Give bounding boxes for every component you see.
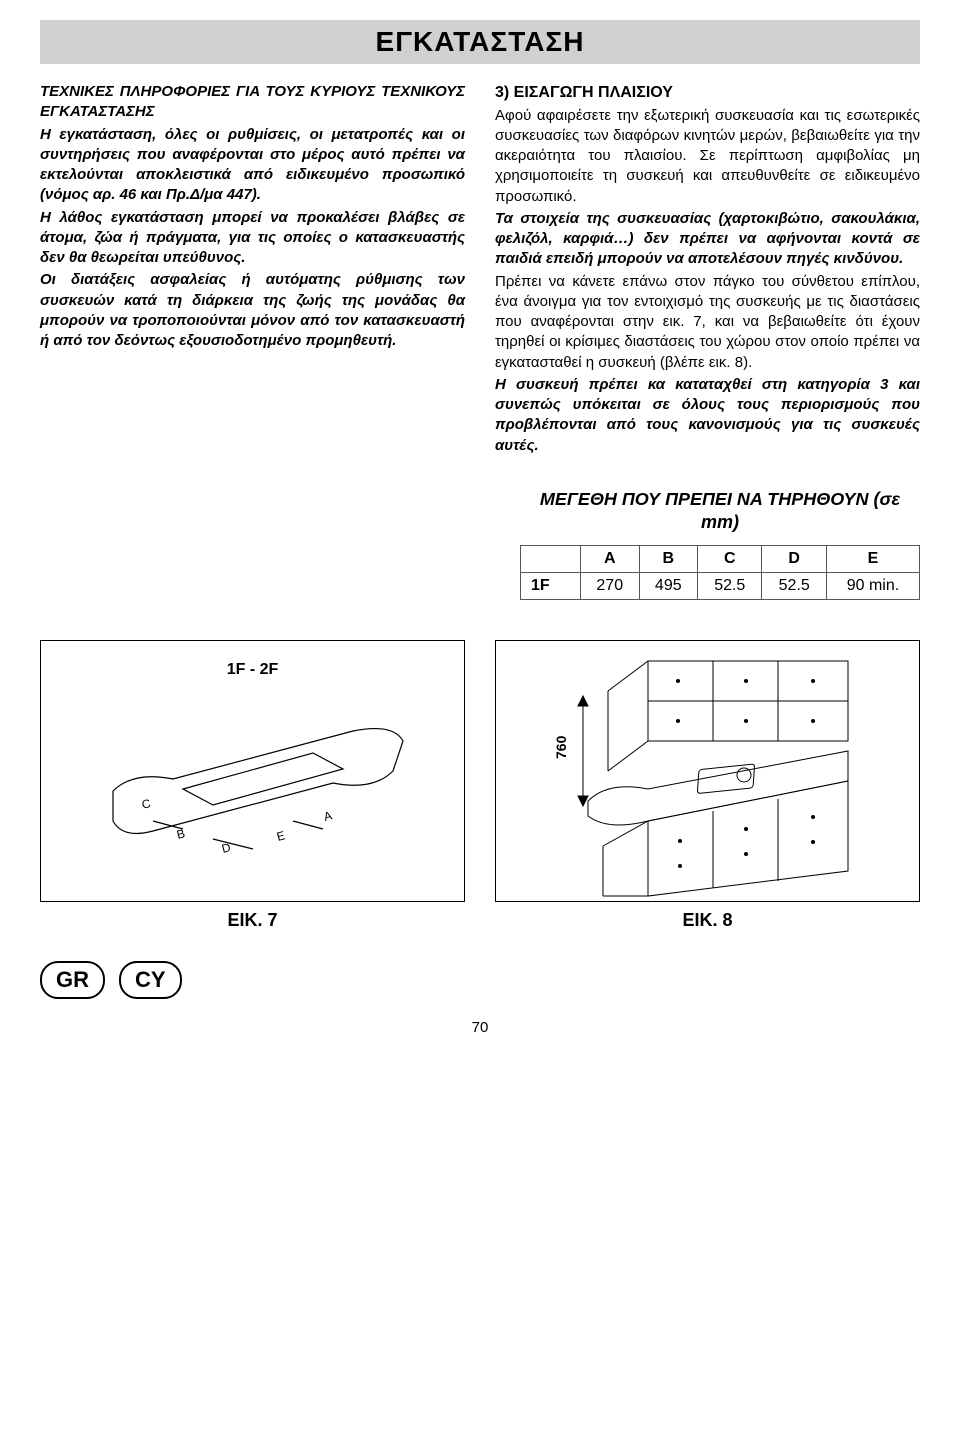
figure-8-wrap: 760 EIK. 8: [495, 640, 920, 931]
right-p1: Αφού αφαιρέσετε την εξωτερική συσκευασία…: [495, 106, 920, 207]
figure-8-caption: EIK. 8: [495, 910, 920, 931]
dim-b: B: [175, 826, 186, 842]
figure-7-wrap: 1F - 2F C B D E A EIK. 7: [40, 640, 465, 931]
left-heading: ΤΕΧΝΙΚΕΣ ΠΛΗΡΟΦΟΡΙΕΣ ΓΙΑ ΤΟΥΣ ΚΥΡΙΟΥΣ ΤΕ…: [40, 82, 465, 123]
cell-a: 270: [581, 572, 640, 599]
th-b: B: [639, 545, 698, 572]
left-p2: Η λάθος εγκατάσταση μπορεί να προκαλέσει…: [40, 208, 465, 269]
th-d: D: [762, 545, 826, 572]
dim-a: A: [322, 808, 333, 824]
text-columns: ΤΕΧΝΙΚΕΣ ΠΛΗΡΟΦΟΡΙΕΣ ΓΙΑ ΤΟΥΣ ΚΥΡΙΟΥΣ ΤΕ…: [40, 82, 920, 458]
table-title: ΜΕΓΕΘΗ ΠΟΥ ΠΡΕΠΕΙ ΝΑ ΤΗΡΗΘΟΥΝ (σε mm): [520, 488, 920, 535]
cell-c: 52.5: [698, 572, 762, 599]
table-header-row: A B C D E: [521, 545, 920, 572]
th-c: C: [698, 545, 762, 572]
figure-7-box: 1F - 2F C B D E A: [40, 640, 465, 902]
dimensions-block: ΜΕΓΕΘΗ ΠΟΥ ΠΡΕΠΕΙ ΝΑ ΤΗΡΗΘΟΥΝ (σε mm) A …: [520, 488, 920, 600]
badge-cy: CY: [119, 961, 182, 999]
dim-c: C: [140, 796, 152, 812]
right-p4: Η συσκευή πρέπει κα καταταχθεί στη κατηγ…: [495, 375, 920, 456]
th-a: A: [581, 545, 640, 572]
dim-d: D: [220, 840, 232, 856]
figure-7-caption: EIK. 7: [40, 910, 465, 931]
left-p3: Οι διατάξεις ασφαλείας ή αυτόματης ρύθμι…: [40, 270, 465, 351]
height-label: 760: [553, 735, 569, 759]
page-number: 70: [40, 1019, 920, 1036]
figure-8-box: 760: [495, 640, 920, 902]
figures-row: 1F - 2F C B D E A EIK. 7: [40, 640, 920, 931]
right-heading: 3) ΕΙΣΑΓΩΓΗ ΠΛΑΙΣΙΟΥ: [495, 82, 920, 104]
table-corner: [521, 545, 581, 572]
row-label: 1F: [521, 572, 581, 599]
cell-e: 90 min.: [826, 572, 919, 599]
right-column: 3) ΕΙΣΑΓΩΓΗ ΠΛΑΙΣΙΟΥ Αφού αφαιρέσετε την…: [495, 82, 920, 458]
figure-7-label: 1F - 2F: [227, 661, 279, 679]
right-p2: Τα στοιχεία της συσκευασίας (χαρτοκιβώτι…: [495, 209, 920, 270]
kitchen-diagram-icon: 760: [528, 641, 888, 901]
th-e: E: [826, 545, 919, 572]
cutout-diagram-icon: C B D E A: [93, 671, 413, 871]
cell-b: 495: [639, 572, 698, 599]
dimensions-table: A B C D E 1F 270 495 52.5 52.5 90 min.: [520, 545, 920, 600]
table-row: 1F 270 495 52.5 52.5 90 min.: [521, 572, 920, 599]
country-badges: GR CY: [40, 961, 920, 999]
cell-d: 52.5: [762, 572, 826, 599]
page-title: ΕΓΚΑΤΑΣΤΑΣΗ: [40, 26, 920, 58]
left-p1: Η εγκατάσταση, όλες οι ρυθμίσεις, οι μετ…: [40, 125, 465, 206]
title-bar: ΕΓΚΑΤΑΣΤΑΣΗ: [40, 20, 920, 64]
right-p3: Πρέπει να κάνετε επάνω στον πάγκο του σύ…: [495, 272, 920, 373]
left-column: ΤΕΧΝΙΚΕΣ ΠΛΗΡΟΦΟΡΙΕΣ ΓΙΑ ΤΟΥΣ ΚΥΡΙΟΥΣ ΤΕ…: [40, 82, 465, 458]
dim-e: E: [275, 828, 286, 844]
badge-gr: GR: [40, 961, 105, 999]
